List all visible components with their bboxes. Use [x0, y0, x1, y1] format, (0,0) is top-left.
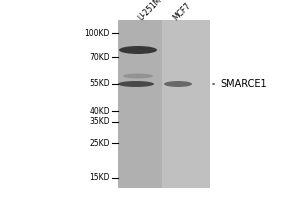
- Text: SMARCE1: SMARCE1: [213, 79, 267, 89]
- Text: 35KD: 35KD: [89, 117, 110, 127]
- Bar: [162, 20, 210, 188]
- Ellipse shape: [118, 81, 154, 87]
- Ellipse shape: [164, 81, 192, 87]
- Text: 15KD: 15KD: [89, 173, 110, 182]
- Ellipse shape: [123, 73, 153, 78]
- Text: U-251MG: U-251MG: [136, 0, 168, 22]
- Bar: [118, 20, 162, 188]
- Text: MCF7: MCF7: [172, 1, 193, 22]
- Bar: [118, 20, 210, 188]
- Text: 25KD: 25KD: [89, 138, 110, 148]
- Text: 55KD: 55KD: [89, 79, 110, 88]
- Ellipse shape: [119, 46, 157, 54]
- Text: 100KD: 100KD: [85, 28, 110, 38]
- Text: 40KD: 40KD: [89, 106, 110, 116]
- Text: 70KD: 70KD: [89, 52, 110, 62]
